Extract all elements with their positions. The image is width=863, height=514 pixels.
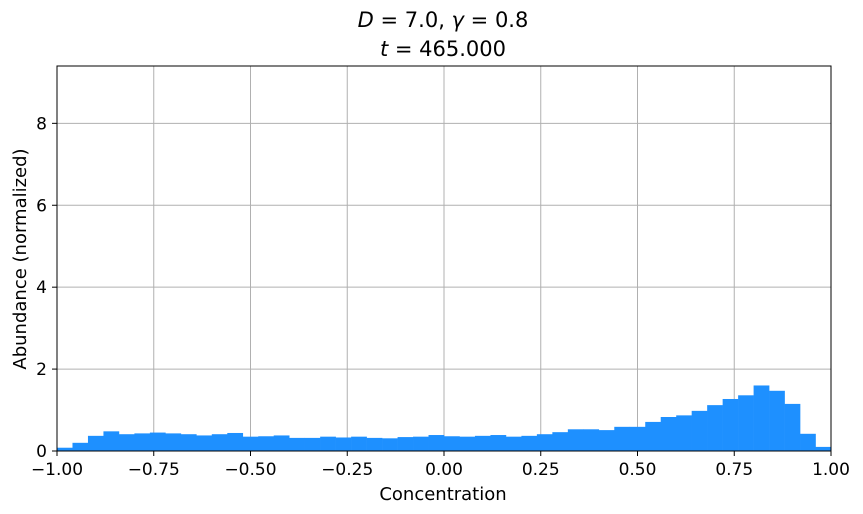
histogram-bar <box>738 395 754 451</box>
histogram-bar <box>614 426 631 451</box>
histogram-bar <box>459 436 476 451</box>
histogram-bars <box>57 385 832 451</box>
histogram-bar <box>552 432 569 451</box>
x-tick-label: −0.50 <box>224 460 276 480</box>
histogram-bar <box>180 434 197 451</box>
histogram-bar <box>815 446 832 451</box>
grid-lines <box>56 66 832 452</box>
y-axis-label: Abundance (normalized) <box>10 148 31 369</box>
y-tick-label: 6 <box>36 196 47 216</box>
x-tick-label: 0.75 <box>715 460 753 480</box>
x-tick-label: 1.00 <box>812 460 850 480</box>
title-value-gamma: 0.8 <box>494 8 529 32</box>
x-tick-label: 0.00 <box>425 460 463 480</box>
histogram-bar <box>583 429 600 451</box>
histogram-bar <box>800 433 816 451</box>
title-equals: = <box>388 37 420 61</box>
histogram-bar <box>118 434 135 451</box>
histogram-bar <box>474 435 491 451</box>
histogram-bar <box>598 430 615 451</box>
title-equals: = <box>463 8 495 32</box>
x-tick-label: −1.00 <box>31 460 83 480</box>
histogram-bar <box>149 432 166 451</box>
x-tick-label: 0.25 <box>522 460 560 480</box>
x-tick-label: −0.25 <box>321 460 373 480</box>
histogram-bar <box>691 410 708 451</box>
histogram-bar <box>366 437 383 451</box>
histogram-bar <box>784 403 801 451</box>
histogram-bar <box>382 438 398 451</box>
title-variable-d: D <box>357 8 374 32</box>
histogram-bar <box>521 435 538 451</box>
histogram-bar <box>428 435 445 451</box>
title-value-d: 7.0 <box>404 8 439 32</box>
axis-ticks: −1.00 −0.75 −0.50 −0.25 0.00 0.25 0.50 0.75 1.00… <box>31 114 850 480</box>
histogram-bar <box>645 421 662 451</box>
histogram-bar <box>397 437 414 451</box>
histogram-bar <box>769 390 785 451</box>
histogram-bar <box>258 436 275 451</box>
title-value-t: 465.000 <box>419 37 507 61</box>
histogram-bar <box>72 442 89 451</box>
histogram-bar <box>707 405 723 451</box>
histogram-bar <box>753 385 770 451</box>
x-axis-label: Concentration <box>379 484 506 505</box>
title-variable-t: t <box>379 37 389 61</box>
histogram-bar <box>505 436 522 451</box>
title-equals: = <box>373 8 405 32</box>
histogram-bar <box>227 432 244 451</box>
y-tick-label: 0 <box>36 442 47 462</box>
histogram-bar <box>57 447 73 451</box>
y-tick-label: 2 <box>36 360 47 380</box>
histogram-bar <box>413 436 429 451</box>
histogram-bar <box>335 437 352 451</box>
histogram-bar <box>242 436 259 451</box>
histogram-bar <box>351 436 367 451</box>
histogram-bar <box>629 426 646 451</box>
histogram-bar <box>165 433 182 451</box>
histogram-bar <box>444 436 460 451</box>
histogram-bar <box>490 435 507 451</box>
y-tick-label: 4 <box>36 278 47 298</box>
histogram-bar <box>567 429 584 451</box>
histogram-bar <box>289 437 305 451</box>
y-tick-label: 8 <box>36 114 47 134</box>
histogram-bar <box>536 434 553 451</box>
histogram-bar <box>211 434 228 451</box>
histogram-bar <box>304 437 321 451</box>
histogram-bar <box>103 431 120 451</box>
histogram-bar <box>196 435 213 451</box>
histogram-bar <box>87 435 104 451</box>
title-variable-gamma: γ <box>451 8 464 32</box>
histogram-bar <box>320 436 336 451</box>
histogram-bar <box>273 435 290 451</box>
chart-title-line-2: t = 465.000 <box>0 37 863 61</box>
histogram-bar <box>722 398 739 451</box>
x-tick-label: −0.75 <box>128 460 180 480</box>
histogram-bar <box>676 415 692 451</box>
histogram-bar <box>134 433 151 451</box>
chart-title-line-1: D = 7.0, γ = 0.8 <box>0 8 863 32</box>
x-tick-label: 0.50 <box>619 460 657 480</box>
histogram-bar <box>660 417 677 451</box>
title-separator: , <box>438 8 452 32</box>
